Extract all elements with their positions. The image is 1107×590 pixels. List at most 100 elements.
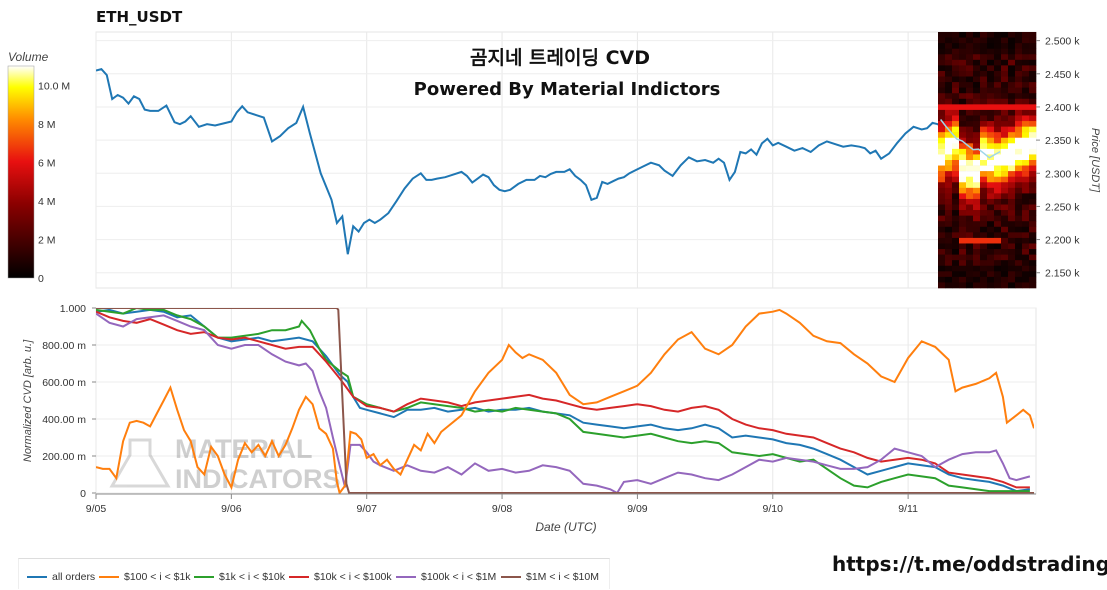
heatmap-cell bbox=[1001, 143, 1009, 150]
heatmap-cell bbox=[1001, 37, 1009, 44]
heatmap-cell bbox=[973, 176, 981, 183]
heatmap-cell bbox=[945, 226, 953, 233]
heatmap-cell bbox=[959, 243, 967, 250]
heatmap-cell bbox=[938, 265, 946, 272]
heatmap-cell bbox=[987, 243, 995, 250]
heatmap-cell bbox=[959, 182, 967, 189]
heatmap-cell bbox=[959, 254, 967, 261]
cvd-line-s100k_1M bbox=[96, 312, 1031, 494]
legend-item-100k-1m[interactable]: $100k < i < $1M bbox=[396, 571, 496, 583]
heatmap-cell bbox=[1001, 176, 1009, 183]
heatmap-cell bbox=[994, 204, 1002, 211]
heatmap-cell bbox=[1029, 143, 1037, 150]
heatmap-cell bbox=[952, 37, 960, 44]
heatmap-cell bbox=[1001, 76, 1009, 83]
heatmap-cell bbox=[987, 237, 995, 244]
telegram-link[interactable]: https://t.me/oddstrading2 bbox=[832, 552, 1107, 576]
heatmap-cell bbox=[1029, 204, 1037, 211]
heatmap-cell bbox=[966, 154, 974, 161]
heatmap-cell bbox=[1008, 70, 1016, 77]
heatmap-cell bbox=[987, 132, 995, 139]
heatmap-cell bbox=[952, 187, 960, 194]
legend-label: $1k < i < $10k bbox=[219, 571, 285, 583]
heatmap-cell bbox=[945, 43, 953, 49]
colorbar-tick-label: 2 M bbox=[38, 234, 56, 246]
heatmap-cell bbox=[987, 59, 995, 66]
heatmap-cell bbox=[945, 215, 953, 222]
heatmap-cell bbox=[987, 115, 995, 122]
heatmap-cell bbox=[959, 204, 967, 211]
heatmap-cell bbox=[994, 265, 1002, 272]
heatmap-cell bbox=[1022, 254, 1030, 261]
legend-item-1k-10k[interactable]: $1k < i < $10k bbox=[194, 571, 285, 583]
heatmap-cell bbox=[959, 171, 967, 177]
heatmap-cell bbox=[994, 48, 1002, 55]
heatmap-cell bbox=[980, 76, 988, 83]
heatmap-cell bbox=[966, 282, 974, 289]
heatmap-cell bbox=[973, 54, 981, 61]
heatmap-cell bbox=[952, 82, 960, 88]
heatmap-cell bbox=[987, 254, 995, 261]
cvd-line-s10k_100k bbox=[96, 310, 1030, 489]
heatmap-cell bbox=[959, 198, 967, 205]
heatmap-cell bbox=[1029, 104, 1037, 111]
heatmap-cell bbox=[973, 276, 981, 283]
heatmap-cell bbox=[987, 210, 995, 216]
price-tick-label: 2.250 k bbox=[1045, 201, 1080, 213]
legend-item-all-orders[interactable]: all orders bbox=[27, 571, 95, 583]
heatmap-cell bbox=[1022, 160, 1030, 166]
heatmap-cell bbox=[959, 43, 967, 49]
heatmap-cell bbox=[959, 176, 967, 183]
heatmap-cell bbox=[945, 87, 953, 94]
heatmap-cell bbox=[966, 221, 974, 228]
heatmap-cell bbox=[994, 249, 1002, 255]
legend-item-100-1k[interactable]: $100 < i < $1k bbox=[99, 571, 191, 583]
date-axis-label: Date (UTC) bbox=[535, 520, 596, 534]
heatmap-cell bbox=[938, 226, 946, 233]
heatmap-cell bbox=[973, 182, 981, 189]
heatmap-cell bbox=[1008, 109, 1016, 116]
heatmap-cell bbox=[980, 254, 988, 261]
heatmap-cell bbox=[973, 171, 981, 177]
heatmap-cell bbox=[966, 121, 974, 127]
heatmap-cell bbox=[945, 171, 953, 177]
heatmap-cell bbox=[966, 98, 974, 105]
heatmap-cell bbox=[938, 98, 946, 105]
colorbar-tick-label: 0 bbox=[38, 273, 44, 285]
heatmap-cell bbox=[1015, 48, 1023, 55]
legend-item-10k-100k[interactable]: $10k < i < $100k bbox=[289, 571, 392, 583]
heatmap-cell bbox=[994, 226, 1002, 233]
heatmap-cell bbox=[938, 37, 946, 44]
heatmap-cell bbox=[1001, 276, 1009, 283]
heatmap-cell bbox=[966, 137, 974, 144]
heatmap-cell bbox=[973, 59, 981, 66]
heatmap-cell bbox=[1029, 37, 1037, 44]
heatmap-cell bbox=[987, 193, 995, 200]
cvd-tick-label: 1.000 bbox=[60, 303, 86, 315]
heatmap-cell bbox=[980, 54, 988, 61]
heatmap-cell bbox=[980, 148, 988, 155]
heatmap-cell bbox=[945, 54, 953, 61]
heatmap-cell bbox=[994, 32, 1002, 38]
heatmap-cell bbox=[938, 82, 946, 88]
legend-item-1m-10m[interactable]: $1M < i < $10M bbox=[501, 571, 599, 583]
watermark-line1: MATERIAL bbox=[175, 434, 312, 464]
heatmap-cell bbox=[980, 204, 988, 211]
heatmap-cell bbox=[973, 198, 981, 205]
heatmap-cell bbox=[952, 271, 960, 278]
heatmap-cell bbox=[1022, 65, 1030, 72]
heatmap-cell bbox=[987, 221, 995, 228]
heatmap-cell bbox=[987, 198, 995, 205]
heatmap-cell bbox=[1022, 260, 1030, 267]
heatmap-cell bbox=[952, 249, 960, 255]
heatmap-cell bbox=[938, 171, 946, 177]
heatmap-cell bbox=[1008, 171, 1016, 177]
heatmap-cell bbox=[938, 249, 946, 255]
heatmap-cell bbox=[945, 210, 953, 216]
heatmap-cell bbox=[959, 82, 967, 88]
heatmap-cell bbox=[1001, 32, 1009, 38]
heatmap-cell bbox=[966, 232, 974, 239]
price-panel bbox=[95, 31, 1037, 289]
heatmap-cell bbox=[1001, 282, 1009, 289]
heatmap-cell bbox=[1001, 104, 1009, 111]
